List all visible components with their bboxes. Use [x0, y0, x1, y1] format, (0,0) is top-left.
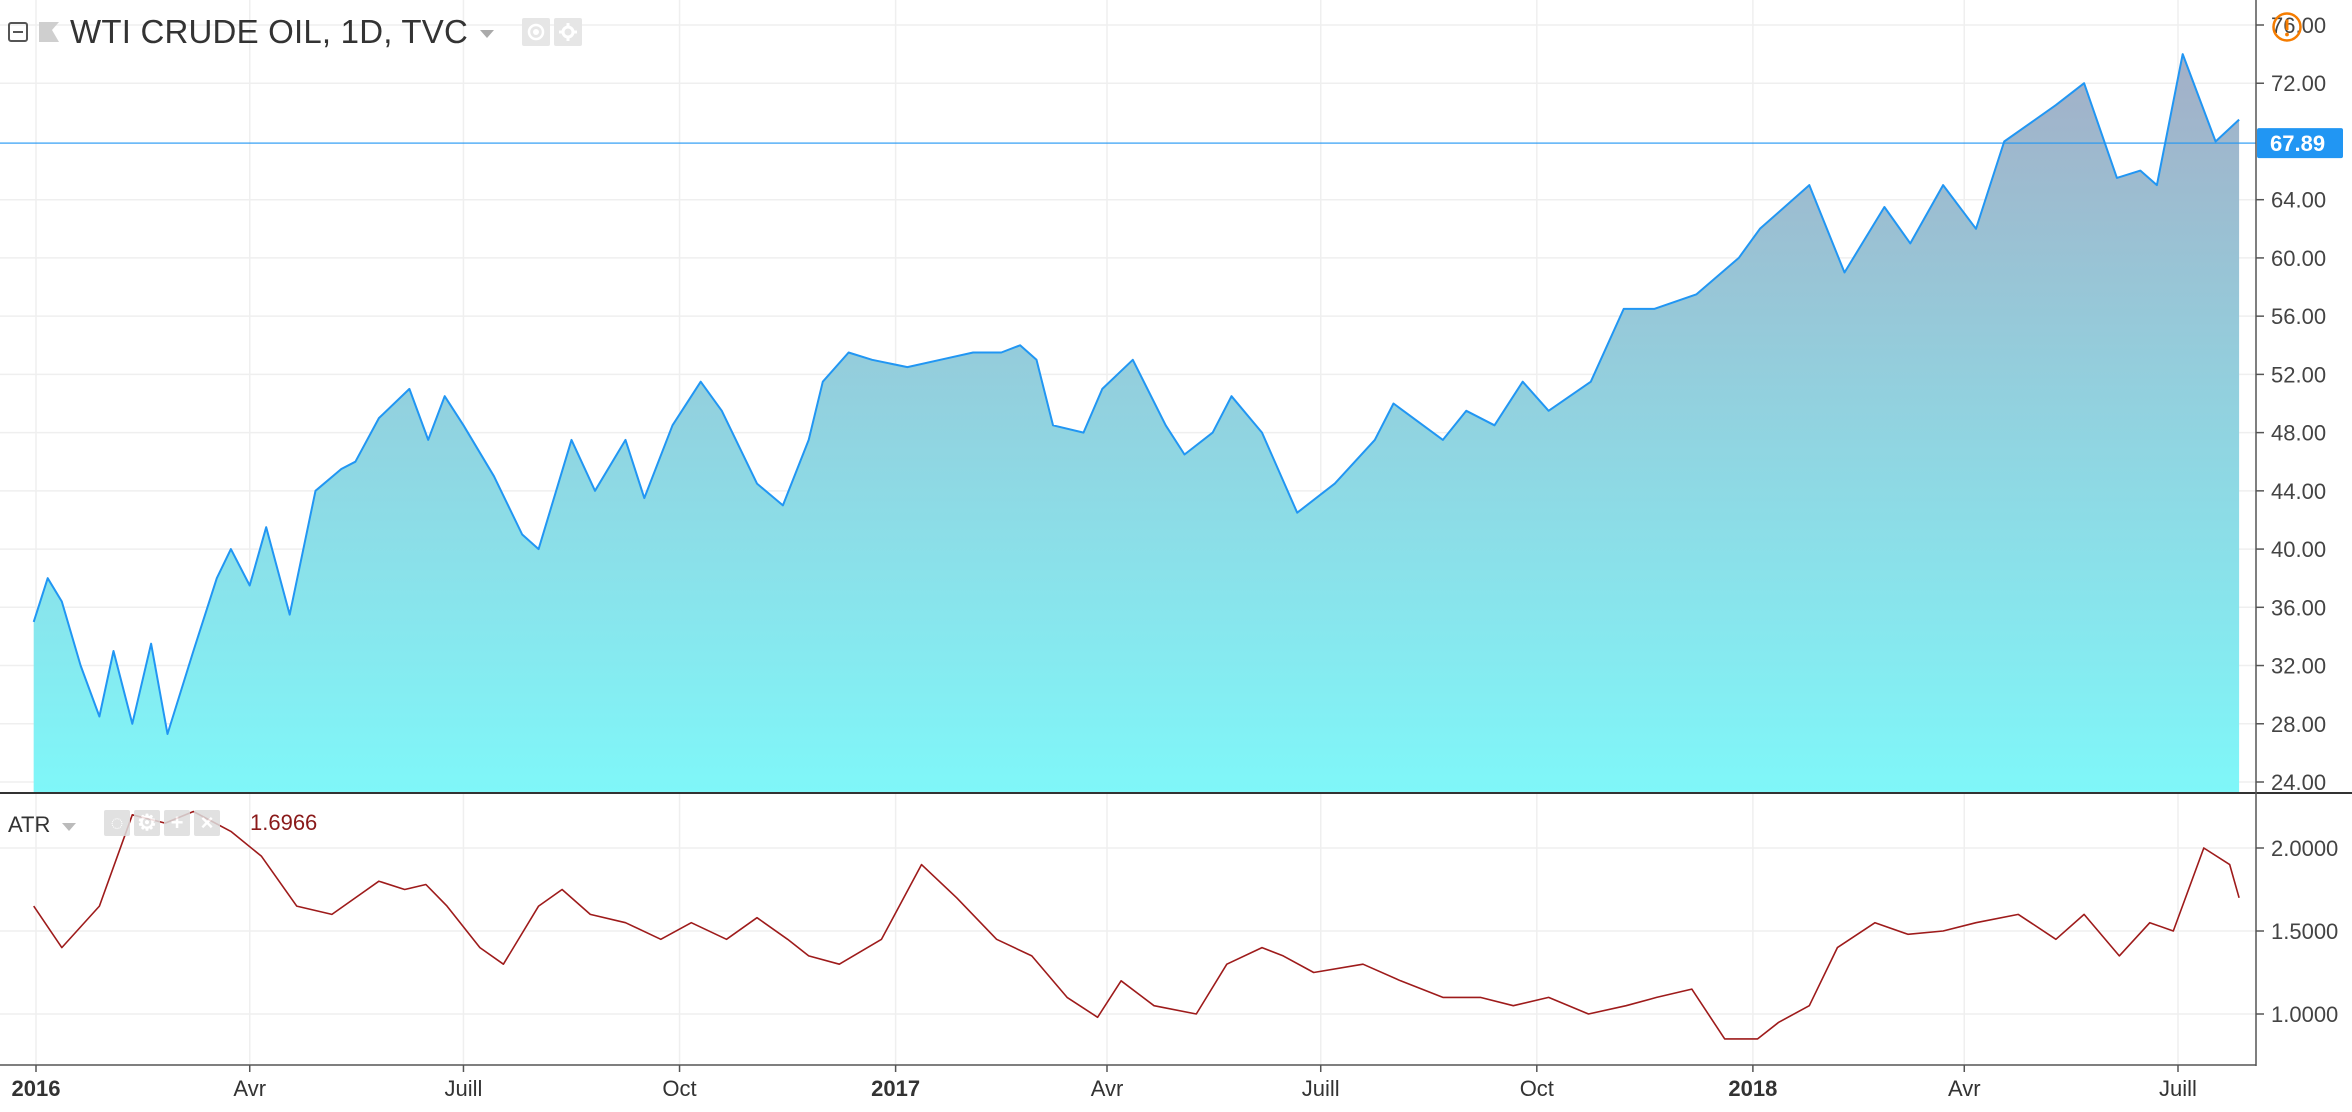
gear-icon[interactable]: [554, 18, 582, 46]
time-tick-label: 2016: [12, 1076, 61, 1101]
caret-down-icon[interactable]: [62, 823, 77, 831]
price-axis[interactable]: 76.0072.0064.0060.0056.0052.0048.0044.00…: [2256, 13, 2343, 795]
time-tick-label: Avr: [1948, 1076, 1981, 1101]
atr-line[interactable]: [33, 810, 2240, 1040]
price-tick-label: 52.00: [2271, 362, 2326, 387]
atr-tick-label: 1.5000: [2271, 919, 2338, 944]
price-tick-label: 28.00: [2271, 712, 2326, 737]
price-tick-label: 32.00: [2271, 654, 2326, 679]
atr-name: ATR: [8, 812, 51, 837]
price-tick-label: 40.00: [2271, 537, 2326, 562]
price-tick-label: 60.00: [2271, 246, 2326, 271]
price-area: [33, 54, 2240, 793]
exclamation-icon[interactable]: [2271, 11, 2303, 43]
time-tick-label: Juill: [1302, 1076, 1340, 1101]
atr-tick-label: 2.0000: [2271, 836, 2338, 861]
close-icon[interactable]: ×: [194, 810, 220, 836]
price-tick-label: 56.00: [2271, 304, 2326, 329]
source-icon[interactable]: ◌: [104, 810, 130, 836]
current-price-badge: [2257, 128, 2343, 159]
atr-pane[interactable]: [33, 810, 2240, 1040]
time-tick-label: Avr: [1091, 1076, 1124, 1101]
atr-legend: ATR ◌ ⚙ + × 1.6966: [8, 808, 317, 842]
time-tick-label: Oct: [662, 1076, 696, 1101]
time-tick-label: Juill: [2159, 1076, 2197, 1101]
price-tick-label: 24.00: [2271, 770, 2326, 795]
price-pane[interactable]: [0, 53, 2256, 793]
atr-tick-label: 1.0000: [2271, 1002, 2338, 1027]
time-axis[interactable]: 2016 Avr Juill Oct 2017 Avr Juill Oct 2018 Avr Jui…: [12, 1065, 2197, 1101]
collapse-icon[interactable]: [8, 22, 28, 42]
price-tick-label: 44.00: [2271, 479, 2326, 504]
pane-frame: [0, 0, 2352, 1066]
atr-toolbar: ◌ ⚙ + ×: [104, 810, 220, 836]
current-price-label: 67.89: [2270, 131, 2325, 156]
flag-icon: [39, 22, 59, 42]
price-tick-label: 48.00: [2271, 421, 2326, 446]
time-tick-label: Juill: [445, 1076, 483, 1101]
plus-icon[interactable]: +: [164, 810, 190, 836]
main-legend: WTI CRUDE OIL, 1D, TVC: [8, 8, 582, 56]
price-tick-label: 64.00: [2271, 188, 2326, 213]
price-tick-label: 72.00: [2271, 71, 2326, 96]
time-tick-label: Oct: [1520, 1076, 1554, 1101]
price-tick-label: 36.00: [2271, 595, 2326, 620]
caret-down-icon[interactable]: [480, 30, 494, 38]
eye-icon[interactable]: [522, 18, 550, 46]
price-line[interactable]: [32, 53, 2240, 735]
atr-axis[interactable]: 2.0000 1.5000 1.0000: [2256, 836, 2338, 1027]
time-tick-label: Avr: [233, 1076, 266, 1101]
time-tick-label: 2018: [1728, 1076, 1777, 1101]
atr-value: 1.6966: [250, 810, 318, 835]
time-tick-label: 2017: [871, 1076, 920, 1101]
symbol-title: WTI CRUDE OIL, 1D, TVC: [70, 13, 468, 50]
settings-icon[interactable]: ⚙: [134, 810, 160, 836]
